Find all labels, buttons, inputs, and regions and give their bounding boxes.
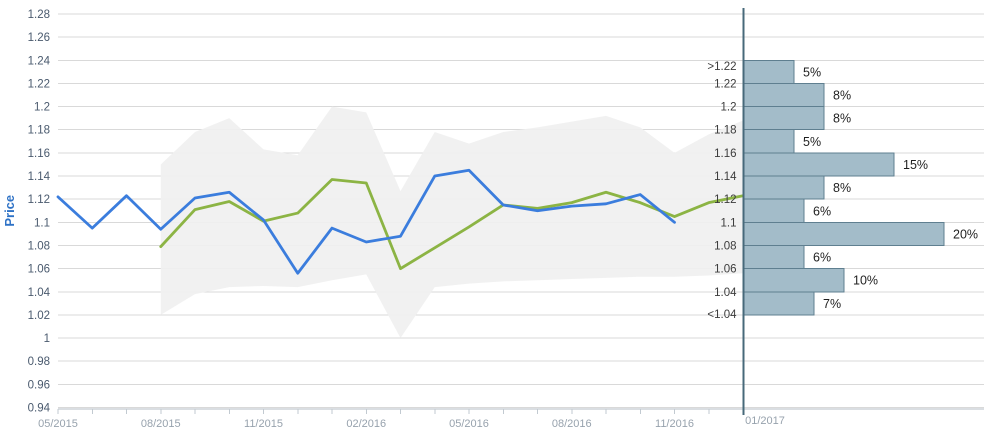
histogram-bin-label: <1.04 [707, 309, 737, 321]
histogram-bin-label: 1.1 [721, 217, 737, 229]
y-tick-label: 1.26 [28, 32, 50, 44]
histogram-bar [743, 129, 795, 154]
histogram-bar [743, 244, 805, 270]
forecast-range-band [160, 106, 743, 339]
histogram-bin-label: 1.04 [714, 287, 737, 299]
series-blue-line [56, 168, 676, 275]
y-tick-label: 1.04 [28, 287, 51, 299]
histogram-pct-label: 8% [833, 89, 851, 103]
y-tick-label: 1.14 [28, 171, 51, 183]
x-tick-label: 02/2016 [346, 418, 386, 430]
y-tick-label: 1.08 [28, 240, 50, 252]
histogram-pct-label: 20% [953, 227, 978, 241]
histogram-pct-label: 5% [803, 135, 821, 149]
histogram-bin-label: 1.14 [714, 171, 737, 183]
y-tick-label: 1 [44, 333, 50, 345]
y-tick-label: 0.98 [28, 356, 50, 368]
x-tick-label: 05/2016 [449, 418, 489, 430]
price-axis-title: Price [2, 195, 17, 227]
y-tick-label: 1.16 [28, 148, 50, 160]
histogram-bar [743, 59, 795, 84]
histogram-bar [743, 152, 895, 177]
histogram-bin-label: 1.06 [714, 264, 736, 276]
x-tick-label: 05/2015 [38, 418, 78, 430]
y-tick-label: 1.1 [34, 217, 50, 229]
histogram-bar [743, 198, 805, 223]
histogram-bin-label: 1.08 [714, 240, 736, 252]
x-tick-label: 11/2015 [244, 418, 283, 430]
histogram-bar [743, 268, 845, 293]
x-tick-label: 08/2016 [552, 418, 592, 430]
histogram-pct-label: 6% [813, 251, 831, 265]
histogram-bar [743, 221, 945, 246]
histogram-pct-label: 15% [903, 158, 928, 172]
x-tick-label: 01/2017 [745, 415, 785, 427]
histogram-bar [743, 175, 825, 200]
x-tick-label: 11/2016 [655, 418, 694, 430]
histogram-bin-label: 1.22 [714, 78, 736, 90]
histogram-bin-label: 1.18 [714, 125, 736, 137]
histogram-bin-label: 1.2 [721, 102, 737, 114]
series-green-line [159, 178, 745, 271]
y-tick-label: 1.12 [28, 194, 50, 206]
histogram-pct-label: 8% [833, 181, 851, 195]
histogram-pct-label: 6% [813, 204, 831, 218]
histogram-pct-label: 8% [833, 112, 851, 126]
histogram-pct-label: 7% [823, 297, 841, 311]
histogram-bin-label: >1.22 [707, 61, 736, 73]
histogram-bin-label: 1.16 [714, 148, 736, 160]
histogram-bar [743, 82, 825, 108]
y-tick-label: 1.22 [28, 78, 50, 90]
y-tick-label: 1.06 [28, 264, 50, 276]
y-tick-label: 0.94 [28, 403, 51, 415]
y-tick-label: 0.96 [28, 379, 50, 391]
histogram-pct-label: 5% [803, 65, 821, 79]
histogram-bar [743, 106, 825, 131]
y-tick-label: 1.2 [34, 102, 50, 114]
y-tick-label: 1.24 [28, 55, 51, 67]
y-tick-label: 1.28 [28, 9, 50, 21]
histogram-bin-label: 1.12 [714, 194, 736, 206]
histogram-bar [743, 291, 815, 316]
y-tick-label: 1.02 [28, 310, 50, 322]
y-tick-label: 1.18 [28, 125, 50, 137]
x-tick-label: 08/2015 [141, 418, 181, 430]
histogram-pct-label: 10% [853, 274, 878, 288]
